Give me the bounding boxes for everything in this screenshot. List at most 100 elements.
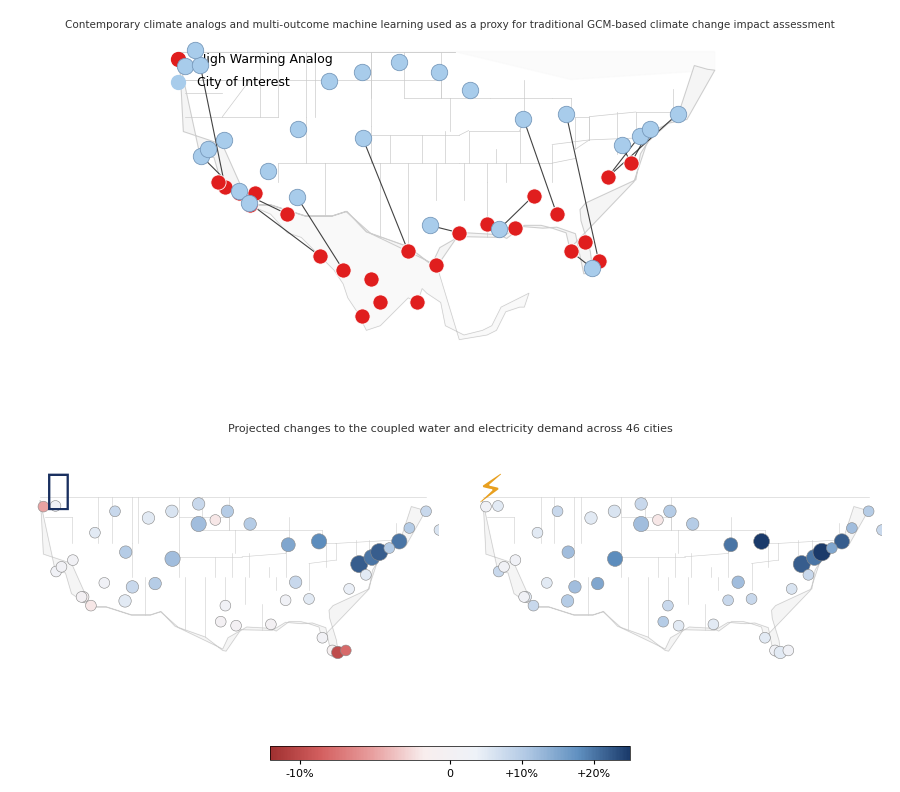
Point: [550, 505, 564, 518]
Point: [211, 175, 225, 188]
Point: [288, 576, 302, 588]
Point: [248, 186, 262, 199]
Point: [517, 112, 531, 125]
Point: [208, 514, 222, 527]
Point: [402, 522, 417, 535]
Polygon shape: [482, 501, 868, 657]
Point: [721, 594, 735, 607]
Point: [600, 171, 615, 184]
Point: [410, 296, 425, 309]
Text: Projected changes to the coupled water and electricity demand across 46 cities: Projected changes to the coupled water a…: [228, 424, 672, 434]
Point: [706, 618, 721, 630]
Point: [834, 535, 849, 548]
Polygon shape: [40, 501, 426, 657]
Text: Contemporary climate analogs and multi-outcome machine learning used as a proxy : Contemporary climate analogs and multi-o…: [65, 20, 835, 30]
Point: [232, 185, 247, 197]
Point: [87, 527, 102, 539]
Point: [280, 208, 294, 220]
Point: [76, 591, 91, 604]
Point: [49, 565, 63, 578]
Point: [561, 546, 575, 558]
Point: [768, 644, 782, 657]
Point: [422, 219, 436, 232]
Point: [724, 539, 738, 551]
Point: [561, 595, 575, 607]
Point: [202, 143, 216, 155]
Polygon shape: [249, 205, 529, 340]
Point: [656, 615, 670, 628]
Point: [585, 262, 599, 275]
Point: [686, 518, 700, 531]
Text: 💧: 💧: [46, 470, 71, 512]
Point: [526, 189, 541, 202]
Point: [372, 546, 386, 558]
Point: [670, 108, 685, 120]
Point: [517, 591, 531, 604]
Point: [36, 501, 50, 513]
Point: [330, 646, 345, 659]
Point: [322, 75, 337, 88]
Point: [559, 108, 573, 120]
Point: [781, 644, 796, 657]
Point: [875, 524, 889, 536]
Point: [401, 245, 416, 257]
Point: [634, 518, 648, 531]
Point: [49, 500, 63, 512]
Point: [526, 600, 541, 612]
Point: [278, 594, 293, 607]
Point: [392, 55, 406, 68]
Point: [217, 134, 231, 147]
Point: [355, 310, 369, 323]
Point: [432, 524, 446, 536]
Point: [643, 123, 657, 135]
Point: [194, 150, 208, 162]
Point: [356, 131, 370, 144]
Point: [633, 130, 647, 143]
Point: [432, 66, 446, 78]
Point: [530, 527, 544, 539]
Point: [608, 553, 622, 565]
Point: [590, 577, 605, 590]
Point: [807, 551, 822, 564]
Point: [243, 199, 257, 211]
Point: [584, 512, 598, 524]
Point: [352, 558, 366, 570]
Point: [302, 592, 316, 605]
Point: [744, 592, 759, 605]
Point: [563, 245, 578, 257]
Point: [364, 551, 379, 564]
Point: [192, 518, 206, 531]
Point: [591, 254, 606, 267]
Point: [452, 227, 466, 239]
Point: [178, 59, 193, 72]
Point: [193, 59, 207, 71]
Point: [359, 569, 374, 581]
Point: [392, 535, 407, 548]
Point: [325, 644, 339, 657]
Point: [795, 558, 809, 570]
Point: [338, 644, 353, 657]
Point: [814, 546, 829, 558]
Point: [662, 505, 677, 518]
Point: [355, 66, 369, 78]
Point: [290, 190, 304, 203]
Point: [118, 595, 132, 607]
Point: [480, 217, 494, 230]
Point: [492, 223, 507, 235]
Text: ⚡: ⚡: [477, 472, 504, 510]
Point: [758, 631, 772, 644]
Point: [165, 505, 179, 518]
Point: [264, 618, 278, 630]
Point: [364, 273, 378, 286]
Point: [218, 181, 232, 193]
Point: [785, 583, 799, 596]
Point: [540, 577, 554, 589]
Point: [125, 581, 140, 593]
Point: [141, 512, 156, 524]
Point: [148, 577, 162, 590]
Point: [491, 565, 506, 578]
Point: [508, 554, 523, 566]
Point: [229, 619, 243, 632]
Point: [508, 222, 522, 234]
Point: [54, 561, 68, 573]
